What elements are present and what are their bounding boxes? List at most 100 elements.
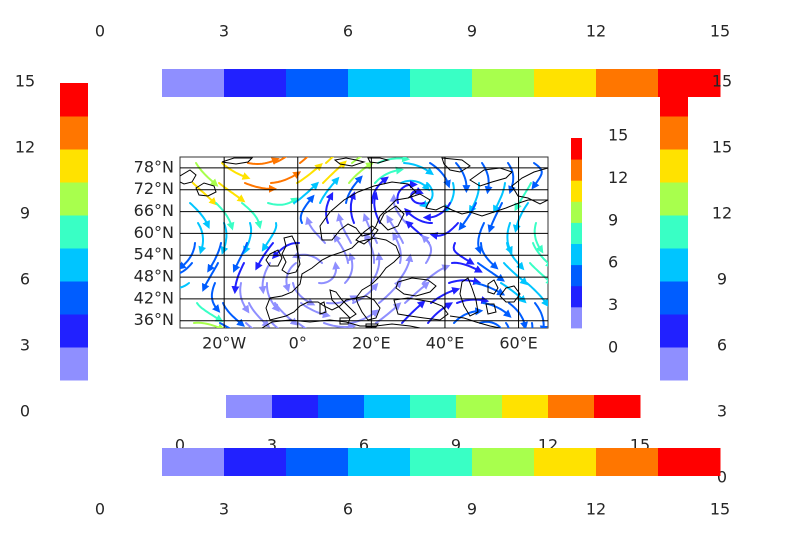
streamline <box>374 166 404 184</box>
coastline-scandinavia <box>319 181 417 241</box>
streamline <box>493 182 506 214</box>
coastline-middle-east <box>449 315 501 328</box>
colorbar-cell <box>162 69 225 97</box>
inner-colorbar-tick-label: 0 <box>608 338 618 357</box>
streamline <box>526 282 548 308</box>
colorbar-cell <box>571 306 582 329</box>
coastline-ireland <box>265 249 283 267</box>
right-colorbar-tick-label: 0 <box>717 468 727 487</box>
streamline <box>202 262 219 292</box>
streamline <box>282 262 297 293</box>
colorbar-cell <box>410 395 457 418</box>
streamline <box>300 302 331 319</box>
streamline <box>421 234 433 264</box>
top-colorbar <box>162 69 721 97</box>
inner-colorbar-tick-label: 6 <box>608 253 618 272</box>
left-colorbar-tick-label: 0 <box>20 402 30 421</box>
middle-colorbar-tick-label: 6 <box>359 436 369 455</box>
streamline <box>231 262 245 295</box>
y-tick-label: 36°N <box>134 310 174 329</box>
colorbar-cell <box>660 215 688 249</box>
colorbar-cell <box>286 69 349 97</box>
streamline <box>479 320 502 328</box>
streamline <box>456 296 490 304</box>
streamline <box>512 202 529 233</box>
colorbar-cell <box>658 448 721 476</box>
streamline <box>241 202 263 230</box>
coastline-balkans <box>355 295 381 321</box>
colorbar-cell <box>660 182 688 216</box>
bottom-colorbar-tick-label: 15 <box>710 500 730 519</box>
y-tick-label: 66°N <box>134 201 174 220</box>
coastline-black-sea <box>395 277 437 297</box>
left-colorbar-tick-label: 9 <box>20 204 30 223</box>
coastlines <box>180 157 548 328</box>
streamline <box>348 191 356 224</box>
bottom-colorbar <box>162 448 721 476</box>
right-colorbar <box>660 83 688 381</box>
coastline-iceland <box>195 182 217 197</box>
coastline-greenland <box>180 169 197 185</box>
colorbar-cell <box>272 395 319 418</box>
colorbar-cell <box>60 347 88 381</box>
colorbar-cell <box>224 69 287 97</box>
streamline <box>533 222 544 254</box>
streamline <box>529 262 548 286</box>
top-colorbar-tick-label: 6 <box>343 22 353 41</box>
streamline <box>481 162 493 195</box>
colorbar-cell <box>410 69 473 97</box>
top-colorbar-ticks: 0 3 6 9 12 15 15 <box>95 22 732 91</box>
streamline <box>531 322 534 328</box>
coastline-north-2 <box>441 157 471 173</box>
streamline <box>221 162 251 180</box>
colorbar-cell <box>660 347 688 381</box>
colorbar-cell <box>60 248 88 282</box>
x-tick-labels: 20°W 0° 20°E 40°E 60°E <box>202 334 538 353</box>
left-colorbar <box>60 83 88 381</box>
streamline <box>296 162 323 184</box>
colorbar-cell <box>226 395 273 418</box>
right-colorbar-tick-label: 12 <box>712 204 732 223</box>
colorbar-cell <box>660 83 688 117</box>
top-colorbar-tick-label: 12 <box>586 22 606 41</box>
colorbar-cell <box>60 215 88 249</box>
streamline <box>344 252 356 284</box>
x-tick-label: 20°E <box>352 334 390 353</box>
streamline <box>451 261 483 273</box>
bottom-colorbar-tick-label: 3 <box>219 500 229 519</box>
colorbar-cell <box>660 248 688 282</box>
map-background <box>179 156 549 329</box>
left-colorbar-tick-label: 3 <box>20 336 30 355</box>
colorbar-cell <box>456 395 503 418</box>
coastline-east-2 <box>485 303 497 315</box>
colorbar-cell <box>571 264 582 287</box>
streamline <box>270 171 302 184</box>
right-colorbar-tick-label: 9 <box>717 270 727 289</box>
colorbar-cell <box>548 395 595 418</box>
streamline <box>429 162 451 189</box>
streamline <box>196 302 224 323</box>
coastline-finland <box>379 205 405 231</box>
streamline <box>349 309 380 324</box>
colorbar-cell <box>594 395 641 418</box>
colorbar-cell <box>660 116 688 150</box>
streamline <box>180 242 196 270</box>
y-tick-label: 48°N <box>134 267 174 286</box>
colorbar-cell <box>60 314 88 348</box>
streamline <box>180 282 190 289</box>
colorbar-cell <box>60 83 88 117</box>
streamline <box>534 302 548 328</box>
x-tick-label: 0° <box>289 334 307 353</box>
colorbar-cell <box>571 180 582 202</box>
colorbar-cell <box>571 138 582 160</box>
streamline <box>325 191 334 224</box>
bottom-colorbar-tick-label: 0 <box>95 500 105 519</box>
coastline-east-1 <box>499 285 521 303</box>
streamline <box>419 182 434 208</box>
streamline <box>232 242 248 273</box>
coastline-sardinia <box>319 301 327 315</box>
top-colorbar-end-label: 15 <box>712 72 732 91</box>
streamline <box>218 182 246 203</box>
y-tick-label: 72°N <box>134 179 174 198</box>
